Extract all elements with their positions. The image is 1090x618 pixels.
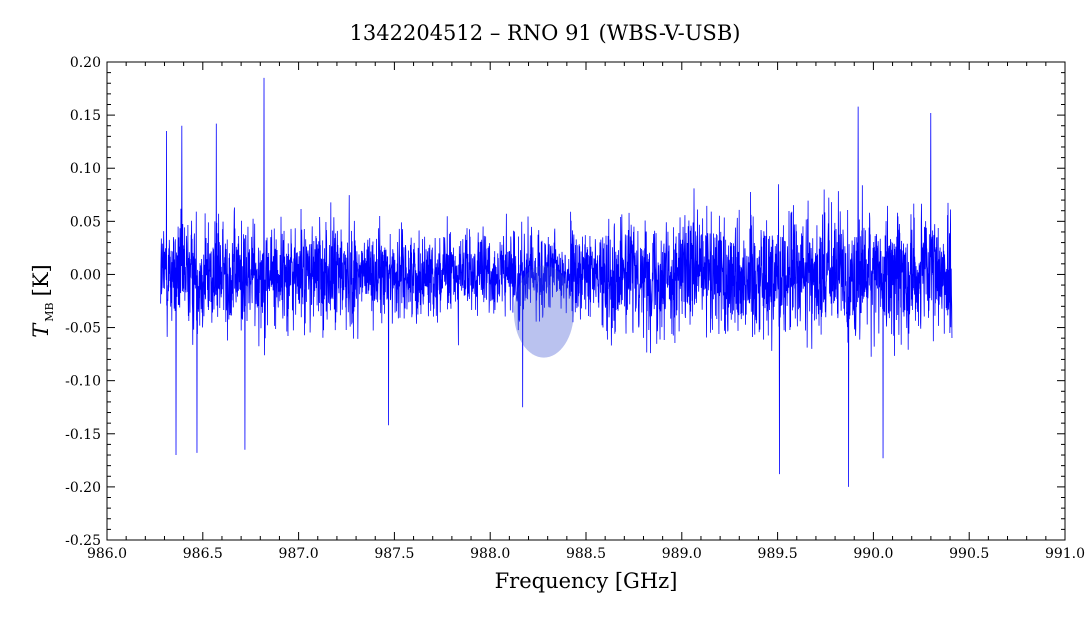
y-tick-label: -0.05 bbox=[65, 321, 101, 337]
x-tick-label: 987.5 bbox=[374, 546, 414, 562]
x-tick-label: 990.5 bbox=[949, 546, 989, 562]
y-axis-symbol: T bbox=[29, 322, 53, 338]
y-axis-title: TMB [K] bbox=[29, 264, 56, 337]
chart-title: 1342204512 – RNO 91 (WBS-V-USB) bbox=[350, 21, 741, 45]
y-tick-label: 0.00 bbox=[70, 267, 101, 283]
x-tick-label: 989.5 bbox=[758, 546, 798, 562]
x-tick-label: 990.0 bbox=[853, 546, 893, 562]
y-tick-label: 0.05 bbox=[70, 214, 101, 230]
x-axis-title: Frequency [GHz] bbox=[495, 569, 678, 593]
svg-text:TMB[K]: TMB [K] bbox=[29, 264, 56, 337]
y-tick-label: -0.20 bbox=[65, 480, 101, 496]
y-tick-label: 0.15 bbox=[70, 108, 101, 124]
x-tick-label: 988.0 bbox=[470, 546, 510, 562]
x-tick-label: 986.0 bbox=[87, 546, 127, 562]
y-tick-label: -0.15 bbox=[65, 427, 101, 443]
y-axis-unit: [K] bbox=[29, 264, 53, 296]
axis-ticks: 986.0 986.5 987.0 987.5 988.0 988.5 989.0 989.5… bbox=[65, 55, 1085, 562]
x-tick-label: 987.0 bbox=[279, 546, 319, 562]
y-tick-label: 0.10 bbox=[70, 161, 101, 177]
spectrum-series-line bbox=[160, 77, 953, 487]
y-tick-label: -0.10 bbox=[65, 374, 101, 390]
plot-area bbox=[160, 77, 953, 487]
x-tick-label: 991.0 bbox=[1045, 546, 1085, 562]
y-tick-label: 0.20 bbox=[70, 55, 101, 71]
x-tick-label: 988.5 bbox=[566, 546, 606, 562]
x-tick-label: 989.0 bbox=[662, 546, 702, 562]
line-highlight-marker bbox=[513, 265, 574, 358]
y-axis-subscript: MB bbox=[43, 302, 56, 321]
x-tick-label: 986.5 bbox=[183, 546, 223, 562]
y-tick-label: -0.25 bbox=[65, 533, 101, 549]
